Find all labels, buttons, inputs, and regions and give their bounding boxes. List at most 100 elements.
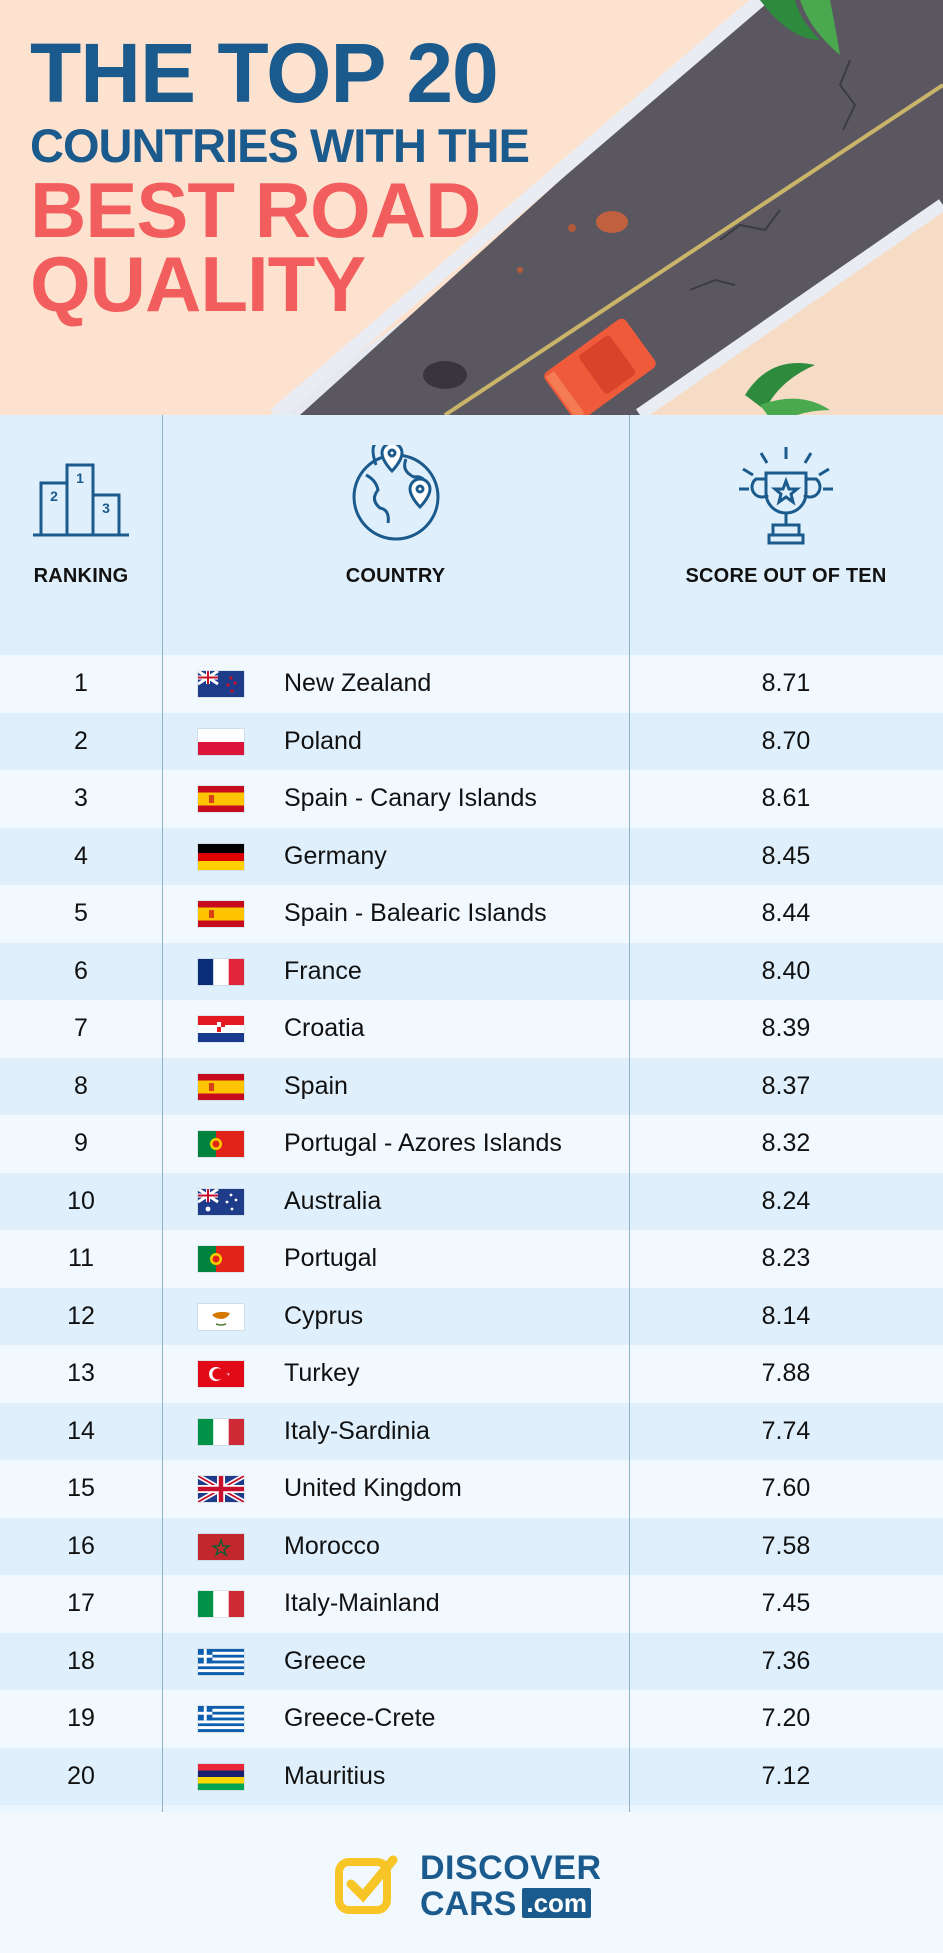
table-row: 16 Morocco 7.58 [0, 1517, 943, 1575]
score-cell: 8.71 [761, 669, 811, 697]
score-cell: 7.74 [761, 1416, 811, 1445]
score-cell: 7.45 [761, 1589, 811, 1617]
country-cell: France [284, 956, 362, 985]
podium-icon: 1 2 3 [33, 463, 129, 537]
country-cell: Greece-Crete [284, 1704, 436, 1732]
rank-cell: 18 [67, 1646, 95, 1675]
table-row: 14 Italy-Sardinia 7.74 [0, 1402, 943, 1460]
score-cell: 8.61 [761, 784, 811, 812]
flag-pt-icon [198, 1131, 244, 1157]
score-cell: 8.44 [761, 899, 811, 927]
rank-cell: 3 [74, 784, 88, 812]
country-cell: Greece [284, 1646, 366, 1675]
flag-ma-icon [198, 1533, 244, 1560]
column-divider [629, 415, 630, 1812]
table-row: 17 Italy-Mainland 7.45 [0, 1575, 943, 1633]
flag-au-icon [198, 1188, 244, 1215]
country-cell: United Kingdom [284, 1474, 462, 1502]
logo-text-dotcom: .com [522, 1888, 592, 1918]
country-cell: Italy-Sardinia [284, 1416, 430, 1445]
score-cell: 7.58 [761, 1531, 811, 1560]
table-row: 9 Portugal - Azores Islands 8.32 [0, 1115, 943, 1173]
globe-pin-icon [352, 445, 439, 541]
logo-text-cars-word: CARS [420, 1885, 517, 1923]
score-cell: 8.37 [761, 1071, 811, 1100]
table-row: 5 Spain - Balearic Islands 8.44 [0, 885, 943, 943]
score-cell: 8.40 [761, 956, 811, 985]
rank-cell: 6 [74, 956, 88, 985]
rank-cell: 1 [74, 669, 88, 697]
table-row: 2 Poland 8.70 [0, 712, 943, 770]
country-cell: Spain [284, 1071, 348, 1100]
column-divider [162, 415, 163, 1812]
score-cell: 8.32 [761, 1129, 811, 1157]
table-row: 4 Germany 8.45 [0, 827, 943, 885]
svg-text:1: 1 [76, 470, 84, 486]
table-row: 19 Greece-Crete 7.20 [0, 1690, 943, 1748]
flag-es-icon [198, 1073, 244, 1100]
rank-cell: 14 [67, 1416, 95, 1445]
rank-cell: 4 [74, 841, 88, 870]
table-row: 12 Cyprus 8.14 [0, 1287, 943, 1345]
score-cell: 7.36 [761, 1646, 811, 1675]
svg-text:3: 3 [102, 500, 110, 516]
table-row: 15 United Kingdom 7.60 [0, 1460, 943, 1518]
score-cell: 8.14 [761, 1301, 811, 1330]
table-row: 1 New Zealand 8.71 [0, 655, 943, 713]
table-row: 8 Spain 8.37 [0, 1057, 943, 1115]
flag-hr-icon [198, 1016, 244, 1042]
flag-gr-icon [198, 1706, 244, 1732]
table-row: 10 Australia 8.24 [0, 1172, 943, 1230]
country-cell: Australia [284, 1186, 382, 1215]
flag-gb-icon [198, 1476, 244, 1502]
title-line-3: BEST ROAD [30, 166, 481, 254]
column-ranking: 1 2 3 RANKING [0, 415, 162, 655]
title-line-4: QUALITY [30, 240, 366, 328]
country-cell: Croatia [284, 1014, 365, 1042]
svg-text:2: 2 [50, 488, 58, 504]
rank-cell: 11 [68, 1244, 94, 1272]
score-cell: 8.23 [761, 1244, 811, 1272]
table-body: 1 New Zealand 8.71 2 Poland 8.70 3 Spain - Cana… [0, 655, 943, 1805]
country-cell: Spain - Canary Islands [284, 784, 537, 812]
flag-cy-icon [198, 1303, 244, 1330]
flag-it-icon [198, 1591, 244, 1617]
score-cell: 8.70 [761, 726, 811, 755]
country-cell: Germany [284, 841, 387, 870]
column-label-ranking: RANKING [33, 565, 129, 587]
road-illustration [270, 0, 943, 415]
flag-it-icon [198, 1418, 244, 1445]
discovercars-logo-icon [335, 1855, 398, 1914]
title-line-1: THE TOP 20 [30, 26, 499, 120]
country-cell: Cyprus [284, 1301, 364, 1330]
rank-cell: 9 [74, 1129, 88, 1157]
score-cell: 8.24 [761, 1186, 811, 1215]
rank-cell: 19 [67, 1704, 95, 1732]
table-row: 3 Spain - Canary Islands 8.61 [0, 770, 943, 828]
flag-fr-icon [198, 958, 244, 985]
trophy-icon [739, 447, 833, 545]
score-cell: 7.88 [761, 1359, 811, 1387]
rank-cell: 2 [74, 726, 88, 755]
country-cell: Spain - Balearic Islands [284, 899, 547, 927]
column-label-score: SCORE OUT OF TEN [685, 565, 887, 587]
table-row: 7 Croatia 8.39 [0, 1000, 943, 1058]
country-cell: New Zealand [284, 669, 432, 697]
flag-es-icon [198, 786, 244, 812]
logo-text-cars: CARS .com [420, 1885, 592, 1923]
table-row: 6 France 8.40 [0, 942, 943, 1000]
table-row: 11 Portugal 8.23 [0, 1230, 943, 1288]
rank-cell: 17 [67, 1589, 95, 1617]
flag-nz-icon [198, 671, 244, 697]
rank-cell: 5 [74, 899, 88, 927]
rank-cell: 10 [67, 1186, 95, 1215]
rank-cell: 16 [67, 1531, 95, 1560]
column-country: COUNTRY [162, 415, 629, 655]
country-cell: Mauritius [284, 1761, 386, 1790]
column-score: SCORE OUT OF TEN [629, 415, 943, 655]
ranking-table: 1 2 3 RANKING [0, 415, 943, 1812]
rank-cell: 12 [67, 1301, 95, 1330]
flag-es-icon [198, 901, 244, 927]
rank-cell: 8 [74, 1071, 88, 1100]
